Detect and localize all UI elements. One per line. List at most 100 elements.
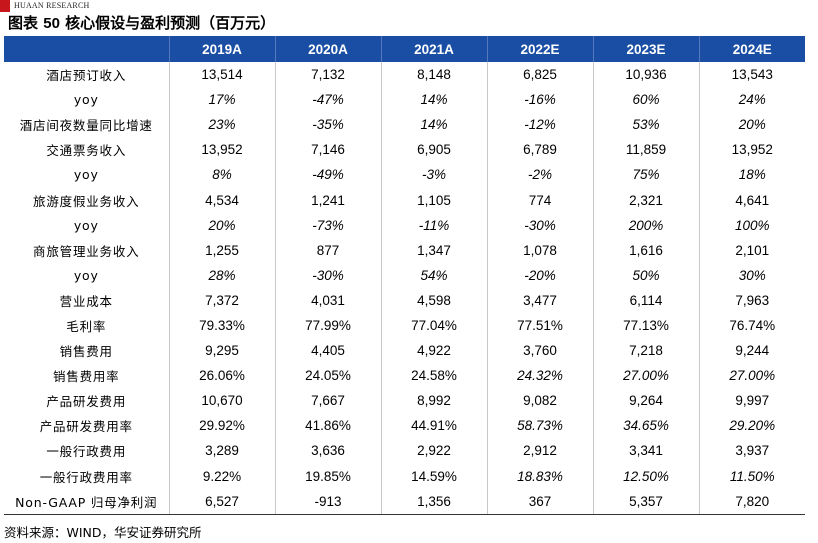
table-cell: 2,922: [381, 438, 488, 464]
row-label: 旅游度假业务收入: [4, 187, 170, 213]
table-cell: 5,357: [593, 488, 700, 515]
table-cell: 76.74%: [729, 317, 776, 333]
table-row: yoy 8% -49% -3% -2% 75% 18%: [4, 162, 805, 188]
column-header: 2020A: [275, 36, 382, 62]
table-cell: 12.50%: [593, 463, 700, 489]
table-row: 产品研发费用 10,670 7,667 8,992 9,082 9,264 9,997: [4, 388, 805, 414]
forecast-table: 2019A 2020A 2021A 2022E 2023E 2024E 酒店预订收入 13,…: [4, 36, 805, 515]
table-cell: 1,255: [169, 237, 276, 263]
table-cell: 877: [275, 237, 382, 263]
table-cell: -20%: [487, 262, 594, 288]
table-row: 酒店预订收入 13,514 7,132 8,148 6,825 10,936 13,543: [4, 62, 805, 88]
table-cell: 7,372: [169, 287, 276, 313]
table-cell: 77.13%: [593, 312, 700, 339]
table-row: 一般行政费用率 9.22% 19.85% 14.59% 18.83% 12.50% 11.5…: [4, 463, 805, 489]
table-cell: 20%: [738, 117, 766, 133]
table-cell: 6,905: [381, 137, 488, 163]
row-label: Non-GAAP 归母净利润: [4, 488, 170, 515]
row-label: 一般行政费用率: [4, 463, 170, 489]
table-row: 一般行政费用 3,289 3,636 2,922 2,912 3,341 3,937: [4, 438, 805, 464]
table-cell: 9,295: [169, 338, 276, 364]
table-cell: -12%: [487, 112, 594, 138]
table-cell: 3,937: [735, 443, 770, 459]
table-cell: 13,952: [169, 137, 276, 163]
table-cell: 10,936: [593, 62, 700, 88]
table-cell: -35%: [275, 112, 382, 138]
row-label: 产品研发费用: [4, 388, 170, 414]
table-cell: 1,241: [275, 187, 382, 213]
table-cell: 7,218: [593, 338, 700, 364]
table-cell: 24.58%: [381, 363, 488, 389]
row-label: 交通票务收入: [4, 137, 170, 163]
table-cell: 26.06%: [169, 363, 276, 389]
row-label: 酒店预订收入: [4, 62, 170, 88]
table-cell: 1,356: [381, 488, 488, 515]
title-number: 50: [43, 15, 60, 32]
table-cell: 77.99%: [275, 312, 382, 339]
row-label: 销售费用: [4, 338, 170, 364]
table-cell: 7,146: [275, 137, 382, 163]
table-cell: 3,477: [487, 287, 594, 313]
table-row: 营业成本 7,372 4,031 4,598 3,477 6,114 7,963: [4, 287, 805, 313]
table-cell: 13,514: [169, 62, 276, 88]
table-cell: 1,616: [593, 237, 700, 263]
table-cell: 24%: [738, 92, 766, 108]
source-note: 资料来源：WIND，华安证券研究所: [4, 525, 202, 540]
table-cell: 774: [487, 187, 594, 213]
table-cell: 9,244: [735, 343, 770, 359]
table-row: yoy 17% -47% 14% -16% 60% 24%: [4, 87, 805, 113]
table-cell: -47%: [275, 87, 382, 113]
table-cell: 9.22%: [169, 463, 276, 489]
table-cell: 367: [487, 488, 594, 515]
table-cell: 100%: [734, 217, 770, 233]
column-header: 2022E: [487, 36, 594, 62]
table-cell: -3%: [381, 162, 488, 188]
table-cell: 4,641: [735, 192, 770, 208]
table-cell: -73%: [275, 212, 382, 238]
table-cell: 7,667: [275, 388, 382, 414]
table-cell: 58.73%: [487, 413, 594, 439]
table-cell: 3,636: [275, 438, 382, 464]
huaan-logo-icon: [0, 0, 10, 12]
table-cell: 1,347: [381, 237, 488, 263]
table-cell: 14%: [381, 87, 488, 113]
table-cell: 10,670: [169, 388, 276, 414]
table-cell: 6,789: [487, 137, 594, 163]
table-cell: 17%: [169, 87, 276, 113]
row-label: yoy: [4, 87, 170, 113]
row-label: 营业成本: [4, 287, 170, 313]
table-cell: 54%: [381, 262, 488, 288]
column-header: 2019A: [169, 36, 276, 62]
table-row: 交通票务收入 13,952 7,146 6,905 6,789 11,859 13,952: [4, 137, 805, 163]
table-cell: 14%: [381, 112, 488, 138]
table-cell: 7,132: [275, 62, 382, 88]
table-cell: 2,321: [593, 187, 700, 213]
table-cell: 19.85%: [275, 463, 382, 489]
table-cell: 44.91%: [381, 413, 488, 439]
table-cell: 18%: [738, 167, 766, 183]
column-header: 2021A: [381, 36, 488, 62]
table-cell: 200%: [593, 212, 700, 238]
row-label: yoy: [4, 162, 170, 188]
table-cell: 9,997: [735, 393, 770, 409]
table-cell: 75%: [593, 162, 700, 188]
table-cell: 18.83%: [487, 463, 594, 489]
table-cell: -913: [275, 488, 382, 515]
table-cell: 1,105: [381, 187, 488, 213]
table-cell: 6,527: [169, 488, 276, 515]
table-row: 酒店间夜数量同比增速 23% -35% 14% -12% 53% 20%: [4, 112, 805, 138]
table-cell: 60%: [593, 87, 700, 113]
table-row: Non-GAAP 归母净利润 6,527 -913 1,356 367 5,357 7,82…: [4, 488, 805, 515]
table-cell: 24.32%: [487, 363, 594, 389]
table-cell: 8,992: [381, 388, 488, 414]
table-cell: 8%: [169, 162, 276, 188]
column-header: 2023E: [593, 36, 700, 62]
table-cell: -30%: [487, 212, 594, 238]
table-cell: 27.00%: [593, 363, 700, 389]
table-cell: 7,820: [699, 488, 805, 515]
table-cell: 13,543: [731, 67, 773, 83]
row-label: 销售费用率: [4, 363, 170, 389]
title-text: 核心假设与盈利预测（百万元）: [59, 14, 276, 32]
table-cell: 20%: [169, 212, 276, 238]
table-cell: 79.33%: [169, 312, 276, 339]
